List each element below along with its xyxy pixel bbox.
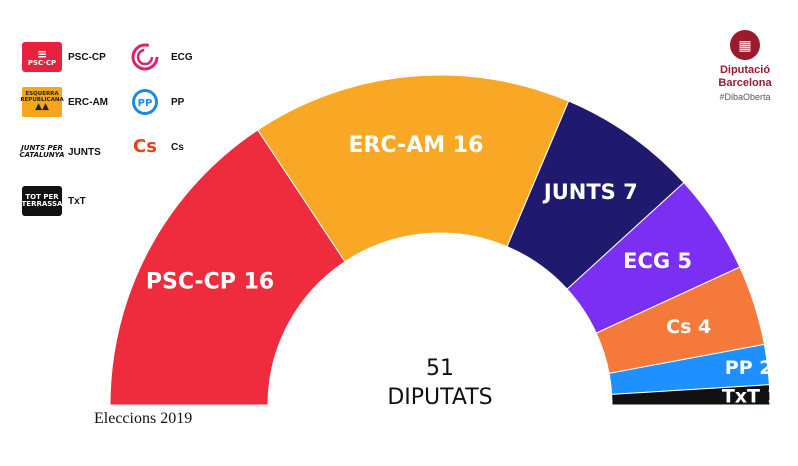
legend-item-ecg: ECG (125, 42, 193, 72)
center-label: DIPUTATS (387, 385, 492, 410)
center-number: 51 (426, 356, 454, 381)
brand-name-line1: Diputació (719, 64, 771, 76)
footer-caption: Eleccions 2019 (94, 410, 193, 427)
legend-item-cs: Cs Cs (125, 132, 184, 162)
seat-segments (109, 74, 771, 406)
segment-txt (611, 384, 771, 406)
cs-logo-icon: Cs (133, 136, 157, 157)
erc-am-logo-icon: ESQUERRA REPUBLICANA ▲▲ (20, 87, 64, 117)
legend-item-txt: TOT PER TERRASSA TxT (22, 186, 86, 216)
legend-item-erc-am: ESQUERRA REPUBLICANA ▲▲ ERC-AM (20, 87, 108, 117)
brand-name-line2: Barcelona (718, 77, 772, 89)
legend-item-pp: PP PP (125, 87, 184, 117)
segment-label-txt: TxT 1 (722, 385, 780, 407)
brand-tag: #DibaOberta (719, 92, 771, 102)
legend-item-junts: JUNTS PER CATALUNYA JUNTS (19, 137, 101, 167)
legend-label: ERC-AM (68, 96, 108, 108)
junts-logo-icon: JUNTS PER CATALUNYA (19, 144, 65, 159)
ecg-logo-icon (125, 42, 165, 72)
legend-label: Cs (171, 141, 184, 153)
segment-labels: PSC-CP 16 ERC-AM 16 JUNTS 7 ECG 5 Cs 4 PP 2 Tx… (146, 133, 780, 407)
diputacio-barcelona-brand: ▦ Diputació Barcelona #DibaOberta (700, 30, 790, 102)
segment-label-ecg: ECG 5 (623, 249, 692, 273)
segment-label-pp: PP 2 (725, 357, 773, 379)
segment-label-junts: JUNTS 7 (542, 180, 638, 204)
segment-psc-cp (109, 129, 346, 406)
legend-label: PSC-CP (68, 51, 106, 63)
pp-logo-text: PP (138, 98, 153, 109)
segment-label-erc-am: ERC-AM 16 (348, 133, 483, 158)
legend-item-psc-cp: ≡ PSC·CP PSC-CP (22, 42, 106, 72)
pp-logo-icon: PP (125, 87, 165, 117)
segment-label-cs: Cs 4 (666, 316, 711, 338)
segment-erc-am (257, 74, 570, 263)
legend-label: TxT (68, 195, 86, 207)
legend-label: ECG (171, 51, 193, 63)
legend: ≡ PSC·CP PSC-CP ESQUERRA REPUBLICANA ▲▲ E… (19, 36, 242, 226)
diputacio-barcelona-logo-icon: ▦ (730, 30, 760, 60)
txt-logo-icon: TOT PER TERRASSA (22, 186, 62, 216)
segment-label-psc-cp: PSC-CP 16 (146, 270, 274, 295)
psc-cp-logo-icon: ≡ PSC·CP (22, 42, 62, 72)
legend-label: JUNTS (68, 146, 101, 158)
legend-label: PP (171, 96, 185, 108)
